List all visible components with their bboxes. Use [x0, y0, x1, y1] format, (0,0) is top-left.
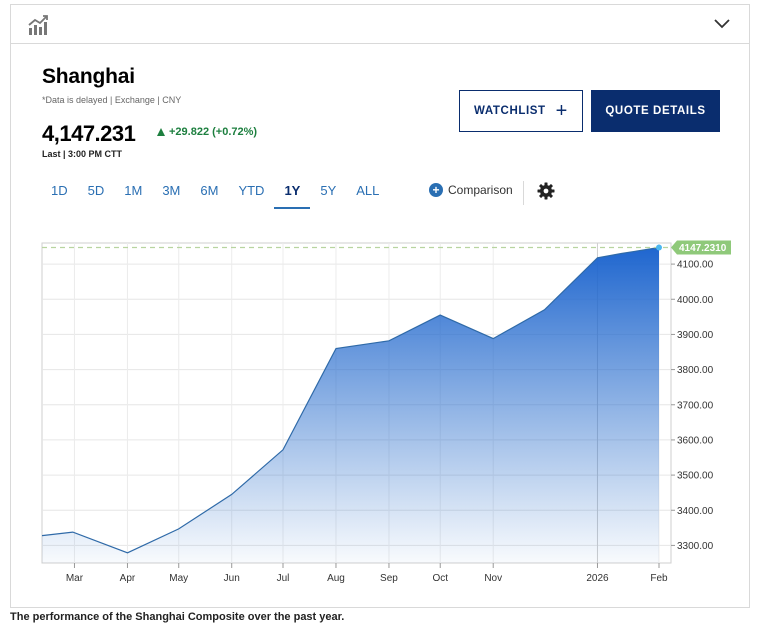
quote-subtitle: *Data is delayed | Exchange | CNY	[42, 95, 182, 105]
watchlist-button[interactable]: WATCHLIST +	[459, 90, 583, 132]
x-tick-label: Sep	[380, 573, 398, 584]
quote-change-value: +29.822 (+0.72%)	[169, 126, 258, 138]
current-value-dot	[656, 244, 662, 251]
data-point	[620, 252, 622, 254]
x-tick-label: Feb	[650, 573, 668, 584]
series-area	[42, 247, 659, 563]
data-point	[596, 257, 598, 259]
current-value-badge	[671, 240, 731, 255]
data-point	[543, 309, 545, 311]
current-value-label: 4147.2310	[679, 243, 727, 254]
y-tick-label: 3400.00	[677, 506, 714, 517]
y-tick-label: 3600.00	[677, 435, 714, 446]
last-trade-time: Last | 3:00 PM CTT	[42, 149, 123, 159]
y-tick-label: 3700.00	[677, 400, 714, 411]
range-tabs: 1D 5D 1M 3M 6M YTD 1Y 5Y ALL	[41, 179, 389, 211]
range-tab-6m[interactable]: 6M	[200, 183, 219, 198]
y-tick-label: 3800.00	[677, 365, 714, 376]
quote-name: Shanghai	[42, 65, 135, 88]
x-tick-label: Oct	[432, 573, 448, 584]
gear-icon[interactable]	[537, 182, 555, 200]
line-chart-icon	[28, 15, 48, 35]
data-point	[282, 449, 284, 451]
data-point	[72, 531, 74, 533]
chart-caption: The performance of the Shanghai Composit…	[10, 611, 345, 623]
x-tick-label: May	[169, 573, 188, 584]
watchlist-label: WATCHLIST	[474, 105, 546, 117]
series-line	[41, 246, 660, 554]
range-tab-1m[interactable]: 1M	[124, 183, 143, 198]
x-tick-label: Nov	[484, 573, 502, 584]
quote-price: 4,147.231	[42, 121, 136, 146]
y-tick-label: 4000.00	[677, 295, 714, 306]
y-tick-label: 4100.00	[677, 260, 714, 271]
data-point	[126, 552, 128, 554]
data-point	[335, 347, 337, 349]
up-triangle-icon	[157, 128, 165, 136]
y-tick-label: 3500.00	[677, 471, 714, 482]
range-tab-ytd[interactable]: YTD	[238, 183, 265, 198]
plus-icon: +	[555, 100, 568, 122]
y-tick-label: 3300.00	[677, 541, 714, 552]
chevron-down-icon[interactable]	[713, 17, 731, 31]
toolbar-divider	[523, 181, 524, 205]
price-chart[interactable]: 3300.00 3400.00 3500.00 3600.00 3700.00 3800.…	[41, 238, 741, 588]
x-tick-label: Aug	[327, 573, 345, 584]
range-tab-5y[interactable]: 5Y	[320, 183, 337, 198]
data-point	[492, 337, 494, 339]
data-point	[439, 314, 441, 316]
range-tab-all[interactable]: ALL	[356, 183, 380, 198]
x-tick-label: Jun	[224, 573, 240, 584]
range-tab-5d[interactable]: 5D	[87, 183, 105, 198]
comparison-button[interactable]: + Comparison	[429, 183, 513, 197]
comparison-label: Comparison	[448, 183, 513, 197]
quote-details-button[interactable]: QUOTE DETAILS	[591, 90, 720, 132]
range-tab-3m[interactable]: 3M	[162, 183, 181, 198]
x-tick-label: Jul	[277, 573, 290, 584]
x-tick-label: 2026	[586, 573, 609, 584]
data-point	[388, 340, 390, 342]
chart-card: Shanghai *Data is delayed | Exchange | C…	[10, 4, 750, 608]
data-point	[178, 528, 180, 530]
x-tick-label: Apr	[120, 573, 136, 584]
y-tick-label: 3900.00	[677, 330, 714, 341]
data-point	[231, 493, 233, 495]
range-tab-1y[interactable]: 1Y	[274, 179, 311, 209]
x-tick-label: Mar	[66, 573, 84, 584]
plus-circle-icon: +	[429, 183, 443, 197]
quote-details-label: QUOTE DETAILS	[605, 105, 706, 117]
range-tab-1d[interactable]: 1D	[51, 183, 68, 198]
quote-change: +29.822 (+0.72%)	[157, 126, 257, 138]
card-header	[11, 5, 749, 44]
